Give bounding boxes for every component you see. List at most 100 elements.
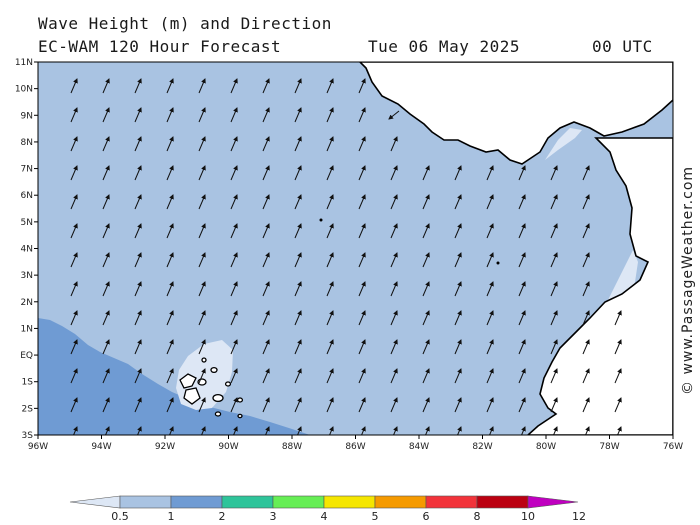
wave-direction-arrow [486,165,494,181]
wave-direction-arrow [262,397,270,413]
lat-tick-label: 2N [21,298,33,308]
lat-tick-label: 1S [22,378,34,388]
wave-direction-arrow [617,426,622,435]
wave-direction-arrow [294,107,302,123]
wave-direction-arrow [102,339,110,355]
wave-direction-arrow [582,252,590,268]
wave-direction-arrow [70,107,78,123]
wave-direction-arrow [422,397,430,413]
wave-direction-arrow [70,194,78,210]
wave-direction-arrow [262,78,270,94]
wave-direction-arrow [486,252,494,268]
legend-high-arrow [527,495,579,509]
lon-tick-label: 76W [663,442,683,452]
wave-direction-arrow [198,223,206,239]
wave-direction-arrow [361,426,366,435]
wave-direction-arrow [518,339,526,355]
wave-direction-arrow [102,368,110,384]
wave-direction-arrow [262,194,270,210]
wave-direction-arrow [230,107,238,123]
galapagos-islands [179,357,244,419]
model-label: EC-WAM 120 Hour Forecast [38,37,282,56]
lon-tick-label: 84W [409,442,429,452]
wave-direction-arrow [70,368,78,384]
wave-direction-arrow [550,397,558,413]
wave-direction-arrow [422,194,430,210]
wave-direction-arrow [198,310,206,326]
wave-direction-arrow [486,310,494,326]
wave-direction-arrow [294,368,302,384]
wave-direction-arrow [137,426,142,435]
wave-direction-arrow [388,110,400,120]
wave-direction-arrow [518,194,526,210]
wave-direction-arrow [393,426,398,435]
wave-direction-arrow [582,223,590,239]
legend-swatch [425,495,478,509]
lon-tick-label: 88W [282,442,302,452]
legend-swatch [374,495,427,509]
wave-direction-arrow [486,368,494,384]
wave-direction-arrow [294,281,302,297]
wave-direction-arrow [358,223,366,239]
wave-direction-arrow [326,252,334,268]
wave-direction-arrow [70,281,78,297]
wave-direction-arrow [454,310,462,326]
wave-direction-arrow [454,223,462,239]
wave-direction-arrow [582,368,590,384]
wave-direction-arrow [262,107,270,123]
wave-direction-arrow [134,107,142,123]
wave-direction-arrow [166,107,174,123]
wave-direction-arrow [262,165,270,181]
wave-direction-arrow [358,252,366,268]
forecast-date: Tue 06 May 2025 [368,37,520,56]
wave-direction-arrow [134,136,142,152]
wave-direction-arrow [198,252,206,268]
wave-direction-arrow [550,194,558,210]
wave-direction-arrow [262,339,270,355]
wave-direction-arrow [294,397,302,413]
lon-tick-label: 78W [599,442,619,452]
wave-direction-arrow [486,223,494,239]
wave-direction-arrow [198,281,206,297]
wave-direction-arrow [326,78,334,94]
wave-direction-arrow [134,78,142,94]
wave-direction-arrow [425,426,430,435]
legend-swatch [119,495,172,509]
wave-direction-arrow [390,194,398,210]
wave-direction-arrow [134,339,142,355]
wave-direction-arrow [518,252,526,268]
wave-direction-arrow [134,310,142,326]
lat-tick-label: 1N [21,324,33,334]
lat-tick-label: 6N [21,191,33,201]
legend-low-arrow [69,495,121,509]
wave-direction-arrow [454,339,462,355]
wave-direction-arrow [390,339,398,355]
legend-swatch [323,495,376,509]
wave-direction-arrow [198,397,206,413]
wave-direction-arrow [518,165,526,181]
wave-direction-arrow [329,426,334,435]
lat-tick-label: 3S [22,431,34,441]
wave-direction-arrow [105,426,110,435]
wave-direction-arrow [70,252,78,268]
wave-direction-arrow [102,136,110,152]
watermark: © www.PassageWeather.com [680,165,696,395]
wave-direction-arrow [166,78,174,94]
wave-direction-arrow [102,397,110,413]
wave-direction-arrow [486,194,494,210]
legend-swatch [272,495,325,509]
wave-direction-arrow [230,136,238,152]
wave-direction-arrow [102,223,110,239]
latitude-axis: 11N 10N 9N 8N 7N 6N 5N 4N 3N 2N 1N EQ 1S 2S 3S [15,58,38,441]
lon-tick-label: 80W [536,442,556,452]
legend-label: 3 [270,510,277,523]
wave-direction-arrow [326,136,334,152]
wave-direction-arrow [358,397,366,413]
wave-direction-arrow [614,339,622,355]
wave-direction-arrow [262,368,270,384]
wave-direction-arrow [230,310,238,326]
wave-direction-arrow [262,281,270,297]
wave-direction-arrow [102,281,110,297]
wave-direction-arrow [134,252,142,268]
